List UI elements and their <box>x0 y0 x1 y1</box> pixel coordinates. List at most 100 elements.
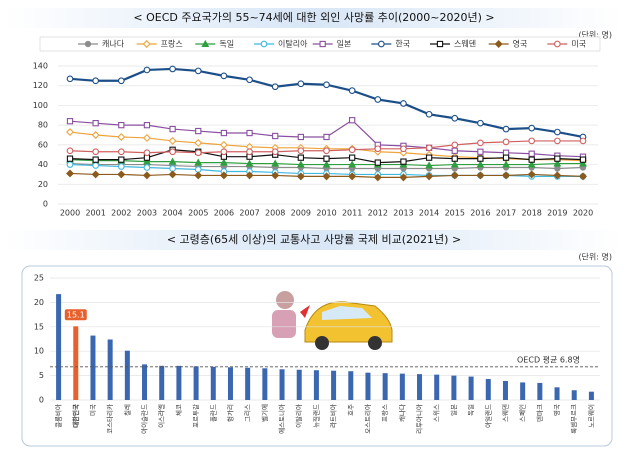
marker <box>436 40 444 48</box>
bar <box>348 371 354 400</box>
marker <box>194 171 203 180</box>
marker <box>118 156 125 163</box>
marker <box>91 170 100 179</box>
y-tick-label: 80 <box>38 121 48 130</box>
marker <box>425 154 433 161</box>
marker <box>92 156 99 163</box>
bar <box>176 365 182 400</box>
bar <box>554 387 560 400</box>
bar <box>56 294 62 400</box>
value-label: 15.1 <box>67 310 85 319</box>
x-tick-label: 2002 <box>111 209 131 218</box>
bar <box>382 373 388 400</box>
marker <box>323 81 330 89</box>
marker <box>271 159 280 167</box>
bar <box>331 370 337 400</box>
legend-label: 스웨덴 <box>454 39 476 49</box>
marker <box>92 120 99 127</box>
x-tick-label: 이스라엘 <box>157 404 166 428</box>
marker <box>451 141 459 149</box>
marker <box>528 156 535 163</box>
marker <box>477 139 484 147</box>
marker <box>169 148 176 156</box>
marker <box>450 171 459 180</box>
marker <box>117 148 125 156</box>
bar <box>279 369 285 400</box>
marker <box>477 155 484 162</box>
bar <box>520 382 526 400</box>
marker <box>297 133 304 141</box>
marker <box>194 149 202 157</box>
marker <box>477 119 484 127</box>
x-tick-label: 뉴질랜드 <box>311 404 320 428</box>
x-tick-label: 체코 <box>175 404 183 416</box>
marker <box>400 158 407 165</box>
bar <box>451 375 457 400</box>
bar <box>296 369 302 400</box>
bar <box>210 366 216 400</box>
marker <box>348 154 356 161</box>
marker <box>92 77 99 85</box>
marker <box>296 160 305 168</box>
bar <box>124 350 130 400</box>
y-tick-label: 100 <box>33 101 48 110</box>
marker <box>219 171 228 180</box>
marker <box>297 154 304 161</box>
y-tick-label: 140 <box>33 62 48 71</box>
x-tick-label: 포르투갈 <box>192 404 200 428</box>
x-tick-label: 콜롬비아 <box>54 404 63 428</box>
y-tick-label: 15 <box>34 322 44 331</box>
marker <box>554 165 561 172</box>
marker <box>271 171 280 180</box>
marker <box>553 40 561 48</box>
bar <box>73 326 79 400</box>
marker <box>66 147 74 155</box>
marker <box>502 138 510 146</box>
marker <box>168 136 177 145</box>
marker <box>194 138 203 147</box>
bar <box>107 339 113 400</box>
bar <box>193 366 199 400</box>
x-tick-label: 2009 <box>291 209 311 218</box>
marker <box>323 147 330 155</box>
marker <box>194 158 203 166</box>
marker <box>66 118 74 125</box>
title-band <box>5 230 623 250</box>
marker <box>579 172 587 181</box>
marker <box>348 160 357 168</box>
x-tick-label: 2017 <box>496 209 516 218</box>
x-tick-label: 스위스 <box>433 404 441 422</box>
x-tick-label: 2016 <box>470 209 490 218</box>
x-tick-label: 폴란드 <box>209 404 217 422</box>
unit-label: (단위: 명) <box>578 30 612 40</box>
x-tick-label: 이탈리아 <box>294 404 303 428</box>
x-tick-label: 아이슬란드 <box>140 404 149 434</box>
marker <box>476 171 485 180</box>
x-tick-label: 2011 <box>342 209 362 218</box>
marker <box>271 148 279 156</box>
y-tick-label: 5 <box>39 371 44 380</box>
bar <box>262 368 268 400</box>
y-tick-label: 40 <box>38 160 48 169</box>
marker <box>66 155 74 162</box>
marker <box>220 129 228 137</box>
legend-label: 독일 <box>219 40 234 49</box>
legend-label: 영국 <box>513 39 528 49</box>
marker <box>66 128 74 137</box>
x-tick-label: 영국 <box>552 404 561 416</box>
marker <box>246 129 253 137</box>
legend-label: 프랑스 <box>161 39 183 49</box>
marker <box>143 149 151 157</box>
marker <box>399 173 408 182</box>
x-tick-label: 호주 <box>347 404 355 416</box>
marker <box>118 121 125 129</box>
bar <box>571 390 577 400</box>
marker <box>374 159 381 166</box>
y-tick-label: 60 <box>38 140 48 149</box>
x-tick-label: 그리스 <box>243 404 252 422</box>
y-tick-label: 20 <box>38 180 48 189</box>
marker <box>142 40 151 48</box>
marker <box>169 65 176 73</box>
x-tick-label: 헝가리 <box>225 404 234 422</box>
marker <box>66 169 74 178</box>
